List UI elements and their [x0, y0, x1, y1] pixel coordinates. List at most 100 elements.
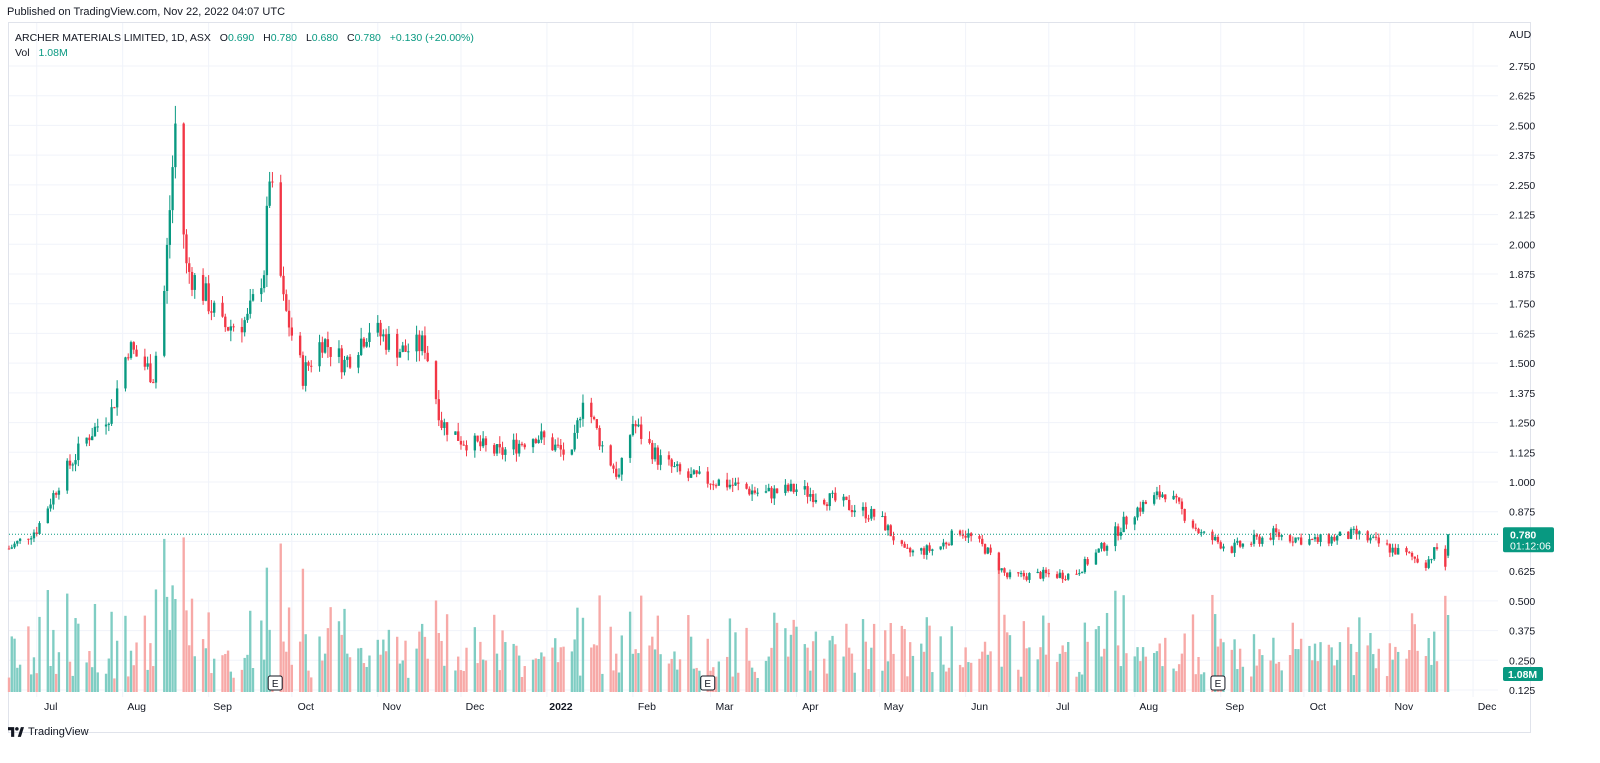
- candle-body: [609, 445, 612, 466]
- candle-body: [1058, 572, 1062, 578]
- candle-body: [1222, 546, 1225, 549]
- volume-badge: [1503, 667, 1543, 681]
- candle-body: [1388, 544, 1392, 553]
- volume-bar: [1083, 622, 1087, 692]
- volume-bar: [77, 623, 80, 692]
- candle-body: [834, 492, 837, 501]
- candle-body: [310, 365, 313, 367]
- volume-bar: [1347, 627, 1350, 692]
- x-tick-label: Sep: [1225, 701, 1244, 713]
- volume-bar: [1241, 666, 1245, 692]
- volume-bar: [806, 647, 809, 692]
- candle-body: [764, 491, 768, 493]
- volume-bar: [440, 640, 443, 692]
- x-tick-label: Sep: [213, 701, 232, 713]
- volume-bar: [243, 657, 246, 692]
- candle-body: [54, 493, 58, 495]
- volume-bar: [595, 645, 599, 692]
- volume-bar: [1042, 615, 1045, 692]
- candle-body: [32, 532, 36, 539]
- candle-body: [612, 465, 615, 469]
- earnings-marker-label: E: [272, 679, 279, 690]
- candle-body: [1078, 573, 1081, 575]
- candle-body: [540, 431, 543, 440]
- candle-body: [1180, 501, 1184, 509]
- candle-body: [911, 550, 915, 553]
- volume-bar: [1141, 647, 1145, 692]
- volume-bar: [770, 647, 773, 692]
- symbol-title[interactable]: ARCHER MATERIALS LIMITED, 1D, ASX: [15, 32, 211, 44]
- volume-label[interactable]: Vol: [15, 47, 30, 59]
- volume-bar: [279, 543, 282, 692]
- volume-bar: [745, 627, 748, 692]
- volume-bar: [786, 656, 790, 692]
- candle-body: [1155, 491, 1159, 496]
- volume-bar: [1039, 647, 1042, 692]
- volume-bar: [961, 667, 965, 692]
- volume-bar: [1261, 655, 1264, 692]
- candle-body: [268, 181, 271, 206]
- candle-body: [204, 283, 208, 301]
- volume-bar: [612, 670, 615, 692]
- volume-bar: [49, 665, 52, 692]
- candle-body: [443, 422, 446, 428]
- candle-body: [906, 547, 909, 549]
- candle-body: [1191, 520, 1195, 528]
- volume-bar: [27, 626, 30, 692]
- candle-body: [1280, 535, 1283, 537]
- volume-bar: [207, 612, 210, 692]
- earnings-marker-label: E: [1215, 679, 1222, 690]
- price-badge: [1503, 527, 1554, 553]
- candle-body: [1164, 494, 1167, 500]
- volume-bar: [967, 662, 970, 692]
- volume-bar: [246, 654, 249, 692]
- volume-bar: [620, 635, 623, 692]
- volume-bar: [340, 634, 343, 692]
- volume-bar: [823, 658, 826, 692]
- volume-bar: [1139, 661, 1142, 692]
- candle-body: [193, 275, 196, 290]
- candle-body: [870, 508, 873, 519]
- footer-brand[interactable]: TradingView: [28, 726, 89, 738]
- volume-bar: [678, 659, 682, 692]
- candle-body: [1055, 574, 1059, 578]
- candle-body: [687, 471, 690, 478]
- footer: TradingView: [8, 726, 89, 738]
- candle-body: [1413, 556, 1416, 559]
- candle-body: [382, 334, 385, 337]
- volume-bar: [1158, 643, 1161, 692]
- volume-bar: [149, 643, 152, 692]
- candle-body: [676, 464, 679, 467]
- candle-body: [1427, 559, 1430, 568]
- y-tick-label: 2.125: [1509, 210, 1535, 222]
- candle-body: [803, 486, 806, 490]
- candle-body: [1152, 495, 1156, 504]
- volume-bar: [434, 600, 438, 692]
- candle-body: [343, 359, 346, 373]
- candle-body: [670, 459, 673, 467]
- candle-body: [1177, 497, 1181, 502]
- candle-body: [734, 482, 737, 486]
- x-tick-label: Oct: [1310, 701, 1326, 713]
- candle-body: [689, 474, 693, 478]
- volume-bar: [1114, 590, 1117, 692]
- volume-bar: [889, 623, 892, 692]
- volume-bar: [706, 638, 709, 692]
- volume-bar: [232, 677, 235, 692]
- candle-body: [745, 483, 748, 489]
- candle-body: [695, 470, 698, 474]
- candle-body: [1194, 527, 1197, 529]
- volume-bar: [1164, 637, 1167, 692]
- volume-bar: [265, 567, 269, 692]
- volume-bar: [1236, 669, 1239, 692]
- volume-bar: [969, 662, 973, 692]
- candle-body: [221, 302, 224, 317]
- candle-body: [950, 530, 953, 546]
- published-line: Published on TradingView.com, Nov 22, 20…: [7, 6, 286, 18]
- candle-body: [124, 357, 127, 389]
- candle-body: [648, 438, 651, 443]
- volume-bar: [872, 623, 876, 692]
- y-tick-label: 1.750: [1509, 299, 1535, 311]
- candle-body: [886, 525, 890, 531]
